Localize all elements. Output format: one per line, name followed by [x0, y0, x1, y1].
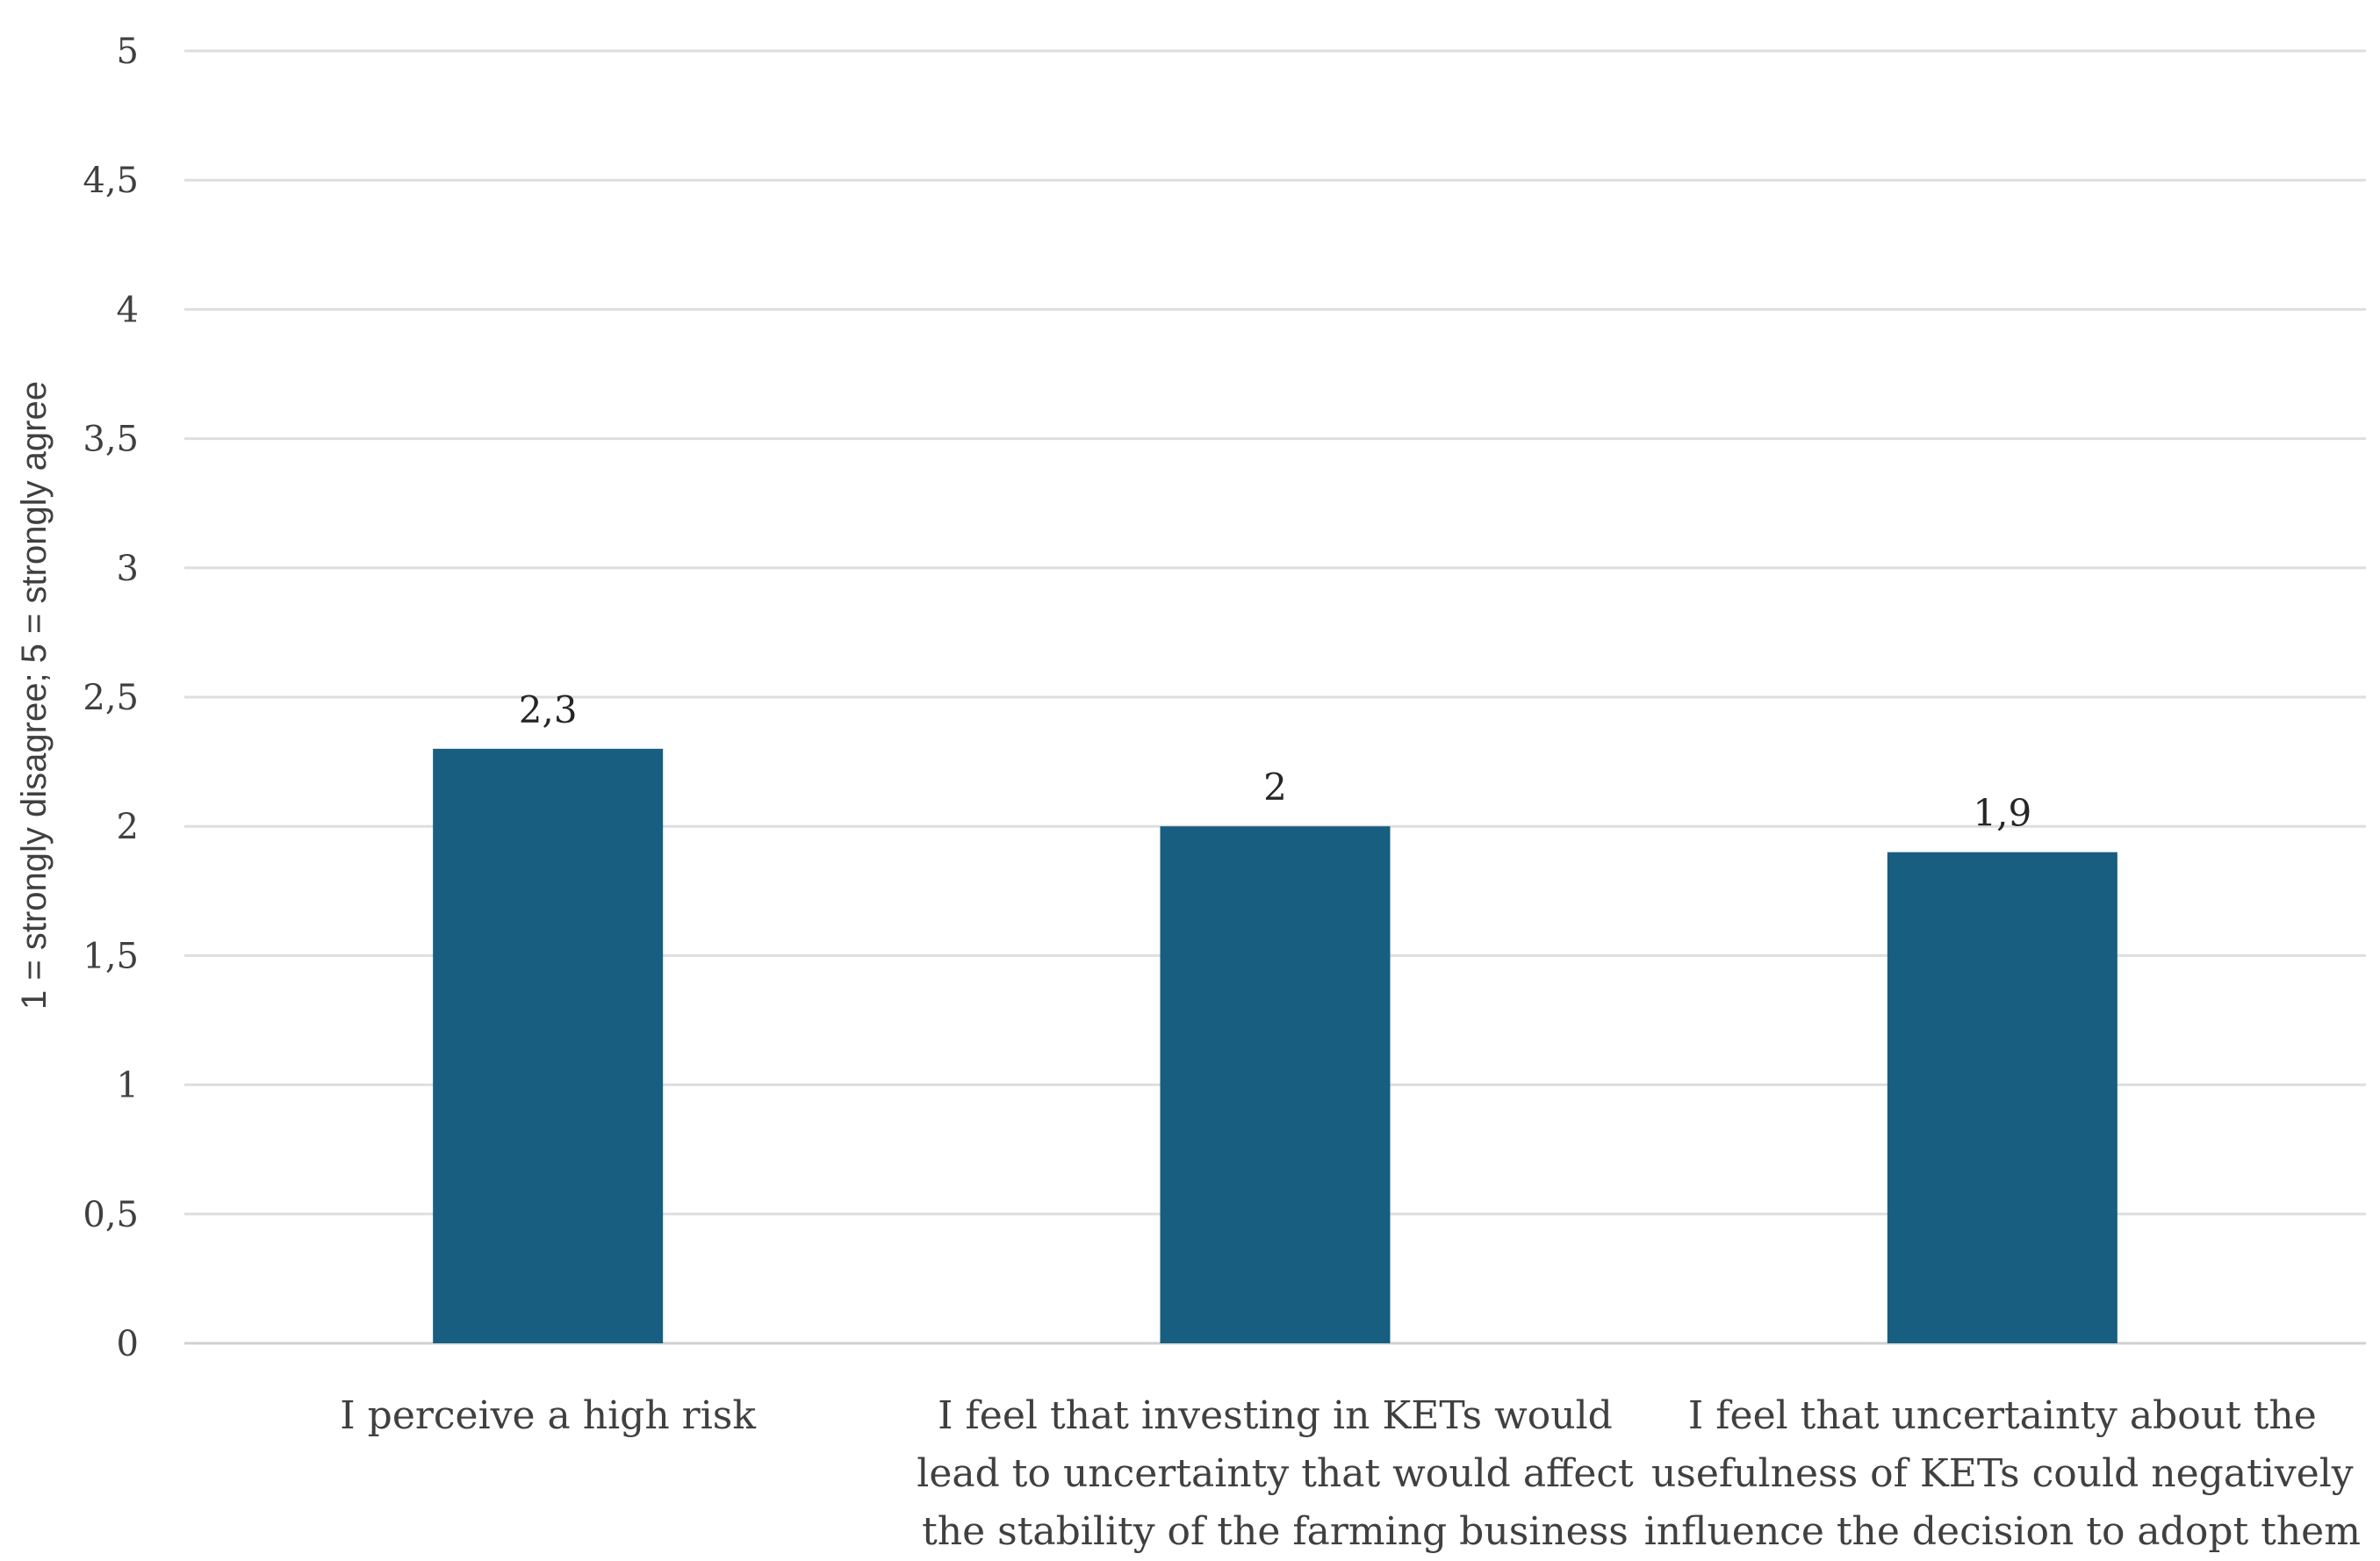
- x-category-label: I feel that uncertainty about the useful…: [1643, 1393, 2361, 1554]
- x-category-label: I feel that investing in KETs would lead…: [917, 1393, 1634, 1554]
- y-tick-label: 0,5: [83, 1195, 139, 1235]
- data-labels: 2,3 2 1,9: [519, 688, 2031, 835]
- y-tick-label: 2,5: [83, 678, 139, 718]
- bars: [433, 748, 2118, 1343]
- y-tick-label: 2: [117, 807, 139, 847]
- y-tick-label: 3,5: [83, 420, 139, 460]
- bar: [1160, 826, 1391, 1343]
- data-label: 1,9: [1973, 792, 2031, 835]
- y-axis-label: 1 = strongly disagree; 5 = strongly agre…: [15, 381, 54, 1010]
- y-tick-label: 1,5: [83, 936, 139, 976]
- y-axis-ticks: 0 0,5 1 1,5 2 2,5 3 3,5 4 4,5 5: [83, 32, 139, 1364]
- bar: [433, 748, 664, 1343]
- y-tick-label: 1: [117, 1066, 139, 1106]
- y-tick-label: 0: [117, 1324, 139, 1364]
- x-category-label: I perceive a high risk: [340, 1393, 757, 1438]
- bar: [1887, 852, 2118, 1343]
- y-tick-label: 3: [117, 549, 139, 589]
- data-label: 2: [1263, 766, 1287, 809]
- y-tick-label: 4,5: [83, 161, 139, 201]
- y-tick-label: 4: [117, 290, 139, 330]
- data-label: 2,3: [519, 688, 578, 731]
- y-tick-label: 5: [117, 32, 139, 72]
